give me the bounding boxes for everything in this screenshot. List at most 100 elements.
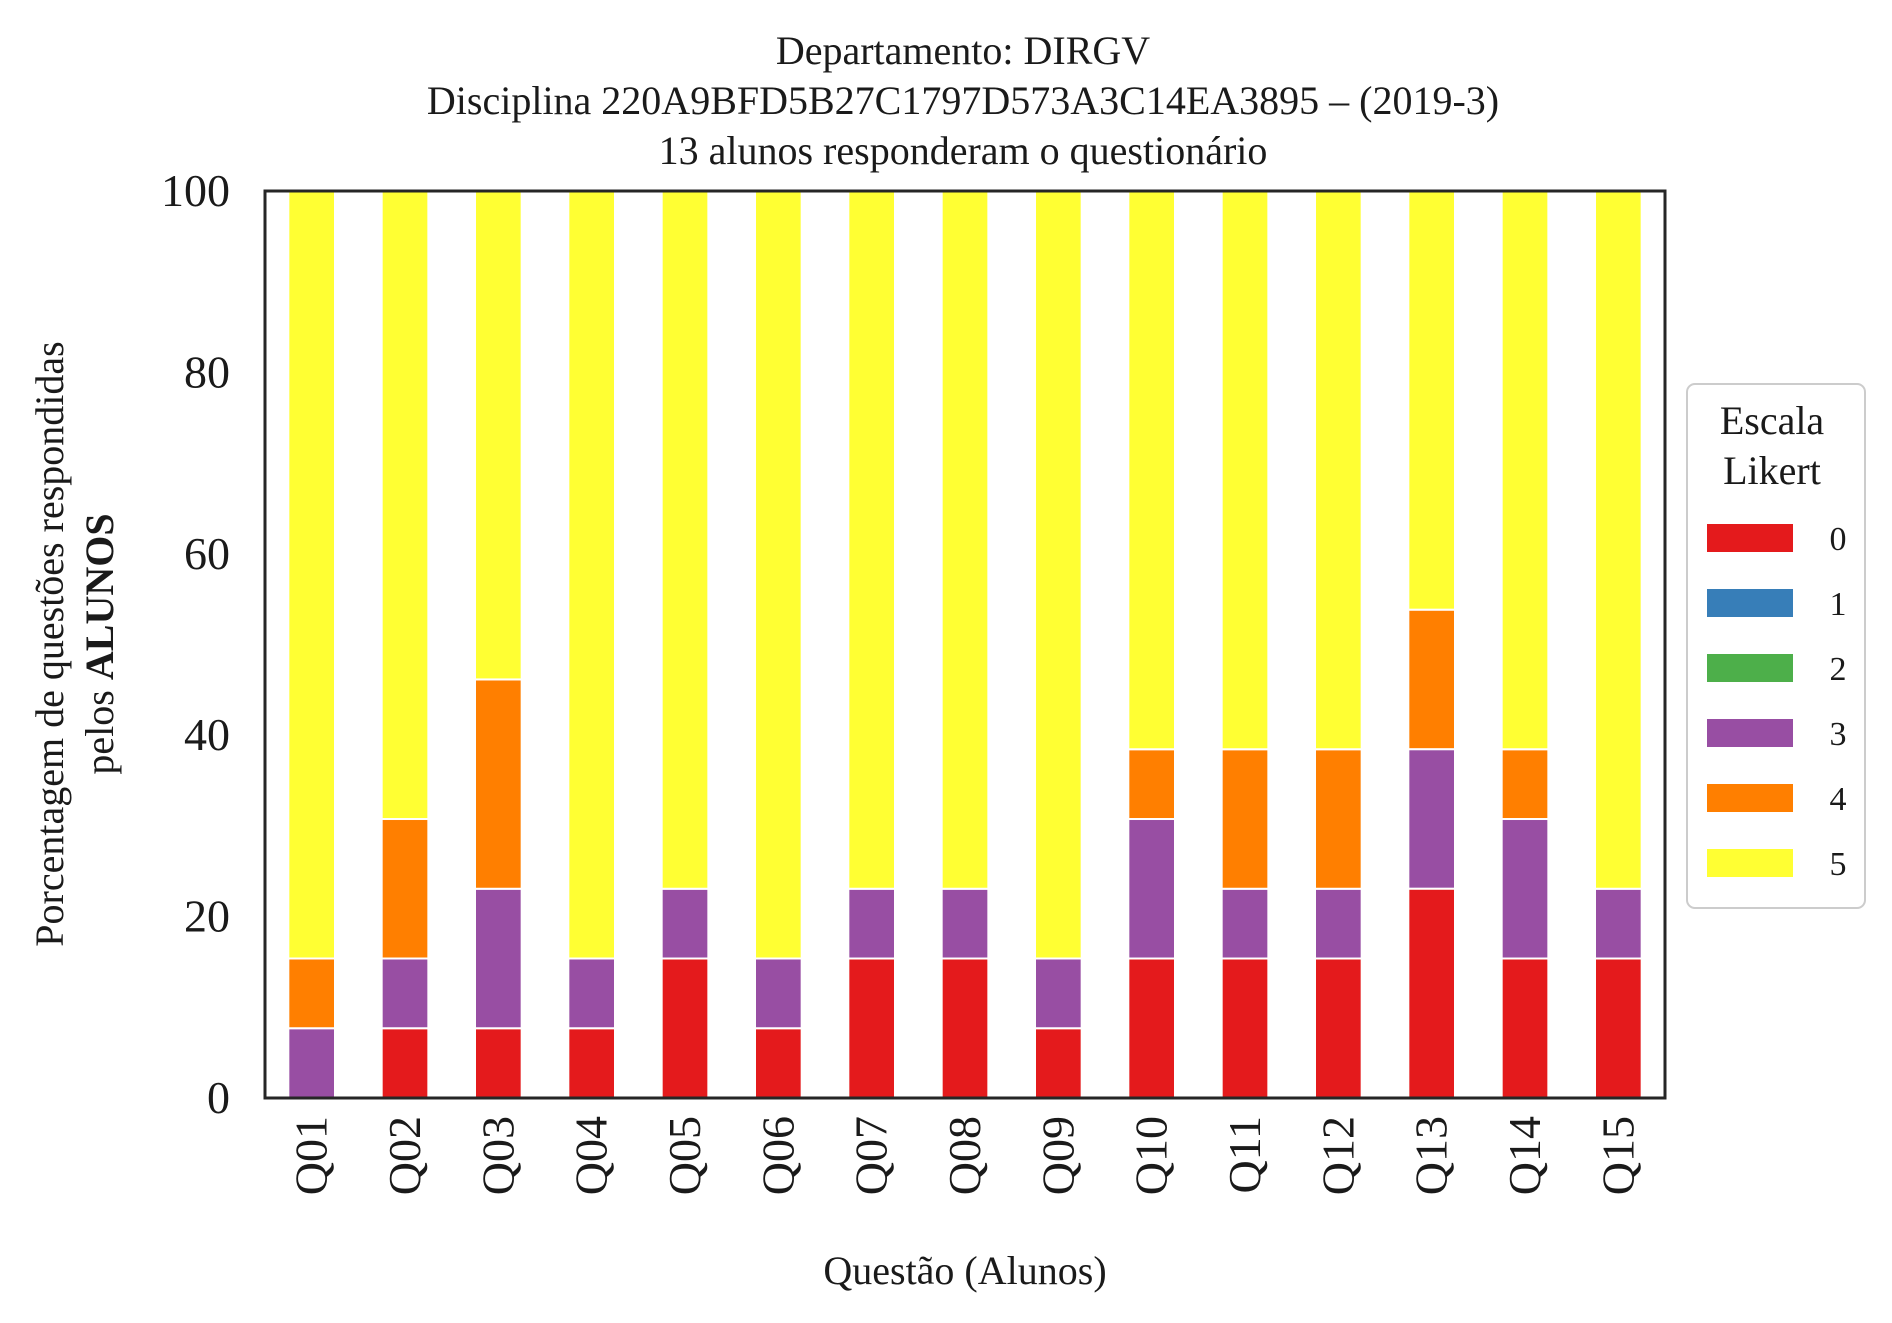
legend-label-3: 3 (1830, 716, 1847, 753)
bar-segment-Q06-likert-3 (754, 957, 803, 1030)
legend-swatch-5 (1707, 849, 1793, 877)
legend-label-2: 2 (1830, 651, 1847, 688)
bar-segment-Q15-likert-5 (1594, 190, 1643, 890)
legend-items: 0 1 2 3 4 5 (1707, 521, 1847, 883)
x-tick-label: Q07 (846, 1116, 897, 1195)
bar-segment-Q11-likert-4 (1220, 748, 1270, 890)
bar-segment-Q01-likert-3 (287, 1027, 336, 1099)
bar-segment-Q07-likert-3 (847, 887, 897, 960)
x-axis-label: Questão (Alunos) (823, 1248, 1106, 1293)
y-axis-label-line-2: pelos ALUNOS (77, 513, 122, 774)
bar-segment-Q13-likert-3 (1407, 748, 1456, 890)
x-tick-label: Q09 (1032, 1116, 1083, 1195)
bar-segment-Q12-likert-3 (1314, 887, 1363, 960)
legend-swatch-1 (1707, 589, 1793, 617)
y-tick-label: 60 (184, 528, 230, 579)
y-axis-label-line-1: Porcentagem de questões respondidas (27, 341, 72, 946)
chart-title: Departamento: DIRGV Disciplina 220A9BFD5… (427, 28, 1499, 173)
bars-group (287, 190, 1643, 1099)
bar-segment-Q14-likert-0 (1500, 957, 1550, 1099)
x-tick-label: Q08 (939, 1116, 990, 1195)
x-tick-label: Q15 (1592, 1116, 1643, 1195)
y-axis-label-prefix: pelos (77, 680, 122, 774)
bar-segment-Q01-likert-5 (287, 190, 336, 960)
legend-label-1: 1 (1830, 586, 1847, 623)
bar-segment-Q02-likert-5 (380, 190, 430, 821)
y-tick-label: 0 (207, 1072, 230, 1123)
bar-segment-Q08-likert-3 (940, 887, 990, 960)
bar-segment-Q06-likert-0 (754, 1027, 803, 1099)
y-axis-ticks: 0 20 40 60 80 100 (161, 165, 230, 1123)
bar-segment-Q12-likert-0 (1314, 957, 1363, 1099)
bar-segment-Q08-likert-0 (940, 957, 990, 1099)
bar-segment-Q14-likert-5 (1500, 190, 1550, 751)
bar-segment-Q03-likert-0 (474, 1027, 523, 1099)
legend-frame (1686, 383, 1866, 909)
bar-segment-Q08-likert-5 (940, 190, 990, 890)
y-axis-label-bold: ALUNOS (77, 513, 122, 680)
bar-segment-Q15-likert-0 (1594, 957, 1643, 1099)
bar-segment-Q04-likert-5 (567, 190, 617, 960)
bar-segment-Q05-likert-3 (660, 887, 710, 960)
legend-label-5: 5 (1830, 846, 1847, 883)
chart-title-line-3: 13 alunos responderam o questionário (659, 128, 1268, 173)
legend-swatch-4 (1707, 784, 1793, 812)
x-tick-label: Q11 (1219, 1116, 1270, 1194)
bar-segment-Q06-likert-5 (754, 190, 803, 960)
x-tick-label: Q05 (659, 1116, 710, 1195)
bar-segment-Q05-likert-0 (660, 957, 710, 1099)
bar-segment-Q03-likert-5 (474, 190, 523, 681)
legend-label-0: 0 (1830, 521, 1847, 558)
bar-segment-Q11-likert-5 (1220, 190, 1270, 751)
legend-title-line-1: Escala (1720, 398, 1825, 443)
bar-segment-Q09-likert-5 (1034, 190, 1083, 960)
bar-segment-Q04-likert-3 (567, 957, 617, 1030)
bar-segment-Q07-likert-0 (847, 957, 897, 1099)
x-tick-label: Q14 (1499, 1116, 1550, 1195)
bar-segment-Q11-likert-0 (1220, 957, 1270, 1099)
legend-swatch-2 (1707, 654, 1793, 682)
chart-title-line-2: Disciplina 220A9BFD5B27C1797D573A3C14EA3… (427, 78, 1499, 123)
bar-segment-Q12-likert-5 (1314, 190, 1363, 751)
legend-title-line-2: Likert (1723, 448, 1821, 493)
x-tick-label: Q13 (1406, 1116, 1457, 1195)
bar-segment-Q13-likert-4 (1407, 608, 1456, 751)
x-tick-label: Q06 (752, 1116, 803, 1195)
bar-segment-Q09-likert-0 (1034, 1027, 1083, 1099)
legend: Escala Likert 0 1 2 3 4 5 (1686, 383, 1866, 909)
bar-segment-Q14-likert-3 (1500, 818, 1550, 960)
x-tick-label: Q10 (1126, 1116, 1177, 1195)
bar-segment-Q10-likert-5 (1127, 190, 1176, 751)
bar-segment-Q10-likert-4 (1127, 748, 1176, 821)
x-tick-label: Q03 (472, 1116, 523, 1195)
y-tick-label: 20 (184, 891, 230, 942)
bar-segment-Q03-likert-3 (474, 887, 523, 1030)
bar-segment-Q02-likert-4 (380, 818, 430, 960)
legend-swatch-3 (1707, 719, 1793, 747)
bar-segment-Q09-likert-3 (1034, 957, 1083, 1030)
bar-segment-Q12-likert-4 (1314, 748, 1363, 890)
y-tick-label: 80 (184, 346, 230, 397)
x-axis-ticks: Q01 Q02 Q03 Q04 Q05 Q06 Q07 Q08 Q09 Q10 Q11 Q12 Q13 Q… (286, 1116, 1644, 1195)
chart-title-line-1: Departamento: DIRGV (776, 28, 1150, 73)
x-tick-label: Q12 (1312, 1116, 1363, 1195)
legend-label-4: 4 (1830, 781, 1847, 818)
bar-segment-Q15-likert-3 (1594, 887, 1643, 960)
x-tick-label: Q02 (379, 1116, 430, 1195)
bar-segment-Q02-likert-0 (380, 1027, 430, 1099)
plot-frame (263, 189, 1667, 1100)
y-tick-label: 100 (161, 165, 230, 216)
legend-swatch-0 (1707, 524, 1793, 552)
bar-segment-Q10-likert-3 (1127, 818, 1176, 960)
bar-segment-Q13-likert-0 (1407, 887, 1456, 1099)
y-tick-label: 40 (184, 709, 230, 760)
bar-segment-Q07-likert-5 (847, 190, 897, 890)
bar-segment-Q11-likert-3 (1220, 887, 1270, 960)
bar-segment-Q04-likert-0 (567, 1027, 617, 1099)
bar-segment-Q01-likert-4 (287, 957, 336, 1030)
x-tick-label: Q04 (566, 1116, 617, 1195)
bar-segment-Q13-likert-5 (1407, 190, 1456, 611)
bar-segment-Q03-likert-4 (474, 678, 523, 890)
x-tick-label: Q01 (286, 1116, 337, 1195)
bar-segment-Q14-likert-4 (1500, 748, 1550, 821)
